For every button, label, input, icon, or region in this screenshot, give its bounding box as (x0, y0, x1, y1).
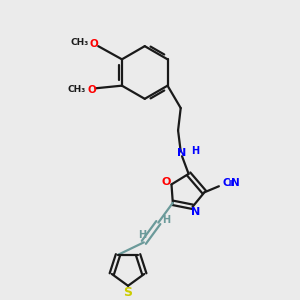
Text: CH₃: CH₃ (68, 85, 86, 94)
Text: O: O (90, 38, 99, 49)
Text: CH₃: CH₃ (70, 38, 88, 47)
Text: H: H (191, 146, 199, 157)
Text: H: H (162, 215, 170, 225)
Text: O: O (87, 85, 96, 94)
Text: C: C (223, 178, 231, 188)
Text: S: S (124, 286, 133, 299)
Text: H: H (139, 230, 147, 240)
Text: N: N (231, 178, 240, 188)
Text: O: O (161, 177, 170, 187)
Text: N: N (190, 207, 200, 217)
Text: N: N (177, 148, 187, 158)
